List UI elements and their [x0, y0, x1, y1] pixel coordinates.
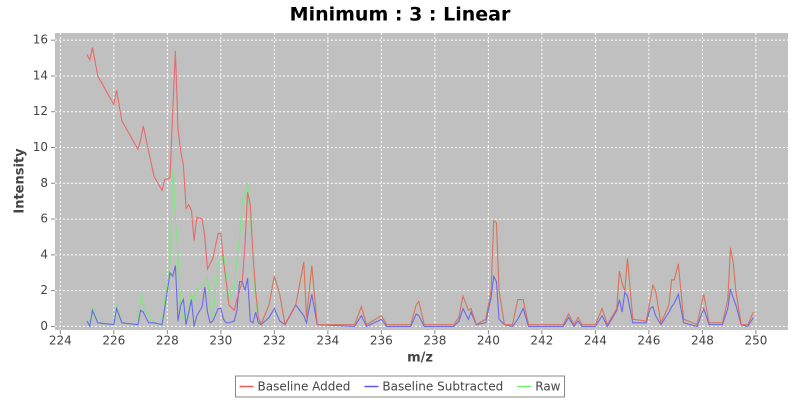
- y-tick-label: 8: [40, 176, 48, 190]
- x-tick-label: 248: [691, 334, 714, 348]
- x-tick-label: 246: [637, 334, 660, 348]
- y-tick-label: 2: [40, 283, 48, 297]
- y-tick-label: 6: [40, 212, 48, 226]
- x-tick-label: 224: [49, 334, 72, 348]
- series-line: [86, 47, 754, 327]
- y-tick-label: 14: [33, 68, 48, 82]
- x-tick-label: 238: [423, 334, 446, 348]
- y-axis-label: Intensity: [13, 148, 28, 214]
- x-tick-label: 232: [263, 334, 286, 348]
- legend-label: Baseline Added: [257, 380, 350, 394]
- x-tick-label: 228: [156, 334, 179, 348]
- x-tick-label: 234: [316, 334, 339, 348]
- plot-background: [55, 33, 788, 330]
- legend: Baseline Added Baseline Subtracted Raw: [234, 375, 566, 398]
- y-tick-label: 0: [40, 319, 48, 333]
- legend-label: Baseline Subtracted: [382, 380, 503, 394]
- plot-area: [55, 33, 788, 330]
- y-tick-label: 10: [33, 140, 48, 154]
- chart-title: Minimum : 3 : Linear: [290, 4, 511, 26]
- y-tick-label: 4: [40, 247, 48, 261]
- x-axis-label: m/z: [407, 351, 433, 366]
- legend-box: [234, 375, 566, 398]
- x-tick-label: 236: [370, 334, 393, 348]
- x-tick-label: 230: [209, 334, 232, 348]
- x-tick-label: 244: [584, 334, 607, 348]
- x-tick-label: 226: [102, 334, 125, 348]
- legend-label: Raw: [535, 380, 560, 394]
- series-line: [86, 265, 754, 329]
- x-tick-label: 242: [530, 334, 553, 348]
- y-tick-label: 12: [33, 104, 48, 118]
- x-tick-label: 240: [477, 334, 500, 348]
- x-tick-label: 250: [744, 334, 767, 348]
- y-tick-label: 16: [33, 33, 48, 47]
